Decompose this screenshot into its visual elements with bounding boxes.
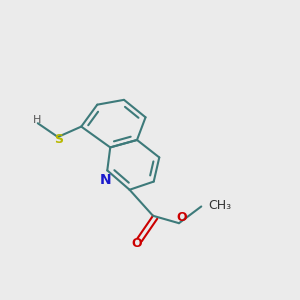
- Text: S: S: [54, 133, 63, 146]
- Text: N: N: [100, 173, 111, 188]
- Text: O: O: [176, 212, 187, 224]
- Text: CH₃: CH₃: [209, 199, 232, 212]
- Text: O: O: [131, 237, 142, 250]
- Text: H: H: [33, 115, 41, 125]
